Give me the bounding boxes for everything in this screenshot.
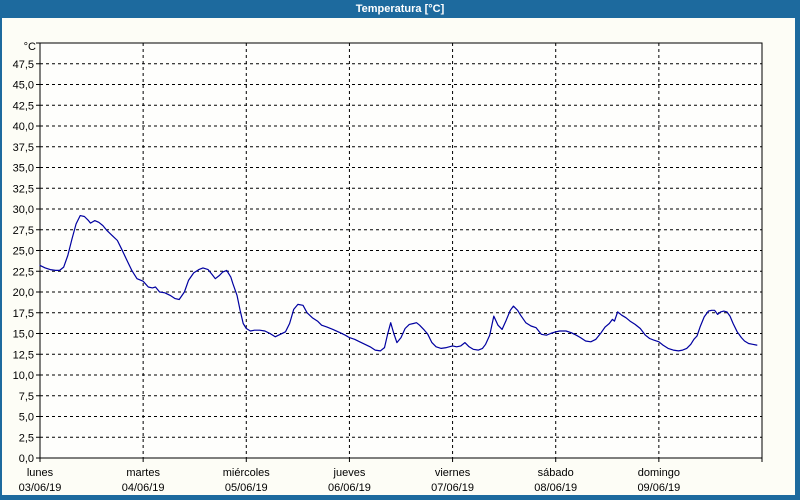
- y-axis-tick-label: 40,0: [13, 121, 34, 133]
- x-axis-day-label: lunes: [27, 467, 54, 479]
- x-axis-date-label: 06/06/19: [328, 482, 371, 494]
- window-title: Temperatura [°C]: [355, 3, 445, 15]
- y-axis-tick-label: 37,5: [13, 142, 34, 154]
- x-axis-date-label: 08/06/19: [534, 482, 577, 494]
- x-axis-day-label: miércoles: [223, 467, 271, 479]
- y-axis-tick-label: 10,0: [13, 370, 34, 382]
- window-titlebar[interactable]: Temperatura [°C]: [0, 0, 800, 18]
- y-axis-tick-label: 12,5: [13, 349, 34, 361]
- y-axis-tick-label: 27,5: [13, 225, 34, 237]
- y-axis-tick-label: 30,0: [13, 204, 34, 216]
- y-axis-tick-label: 32,5: [13, 183, 34, 195]
- y-axis-tick-label: 45,0: [13, 80, 34, 92]
- x-axis-date-label: 09/06/19: [637, 482, 680, 494]
- window-frame-bottom: [0, 495, 800, 500]
- x-axis-day-label: domingo: [638, 467, 680, 479]
- y-axis-tick-label: 5,0: [19, 412, 34, 424]
- y-axis-tick-label: 25,0: [13, 246, 34, 258]
- y-axis-tick-label: 22,5: [13, 266, 34, 278]
- x-axis-date-label: 05/06/19: [225, 482, 268, 494]
- temperature-series-line: [39, 215, 758, 352]
- x-axis-day-label: sábado: [538, 467, 574, 479]
- y-axis-tick-label: 2,5: [19, 432, 34, 444]
- y-axis-tick-label: 15,0: [13, 329, 34, 341]
- y-axis-tick-label: 0,0: [19, 453, 34, 465]
- y-axis-tick-label: 35,0: [13, 163, 34, 175]
- y-axis-tick-label: 20,0: [13, 287, 34, 299]
- x-axis-date-label: 07/06/19: [431, 482, 474, 494]
- window-frame-right: [795, 18, 800, 500]
- window-frame-left: [0, 18, 2, 500]
- y-axis-tick-label: 42,5: [13, 100, 34, 112]
- y-axis-tick-label: 7,5: [19, 391, 34, 403]
- x-axis-date-label: 03/06/19: [19, 482, 62, 494]
- x-axis-day-label: jueves: [333, 467, 366, 479]
- y-axis-tick-label: 47,5: [13, 59, 34, 71]
- x-axis-date-label: 04/06/19: [122, 482, 165, 494]
- y-axis-unit-label: °C: [24, 41, 36, 53]
- x-axis-day-label: viernes: [435, 467, 471, 479]
- plot-border: [39, 42, 763, 459]
- x-axis-day-label: martes: [126, 467, 160, 479]
- y-axis-tick-label: 17,5: [13, 308, 34, 320]
